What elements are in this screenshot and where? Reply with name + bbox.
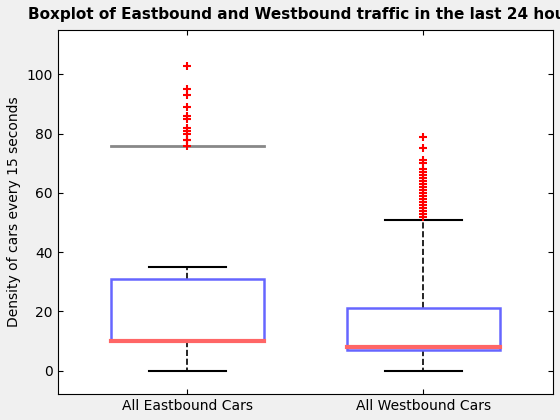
Y-axis label: Density of cars every 15 seconds: Density of cars every 15 seconds — [7, 97, 21, 328]
Bar — [111, 279, 264, 341]
Bar — [347, 308, 500, 350]
Title: Boxplot of Eastbound and Westbound traffic in the last 24 hours: Boxplot of Eastbound and Westbound traff… — [29, 7, 560, 22]
